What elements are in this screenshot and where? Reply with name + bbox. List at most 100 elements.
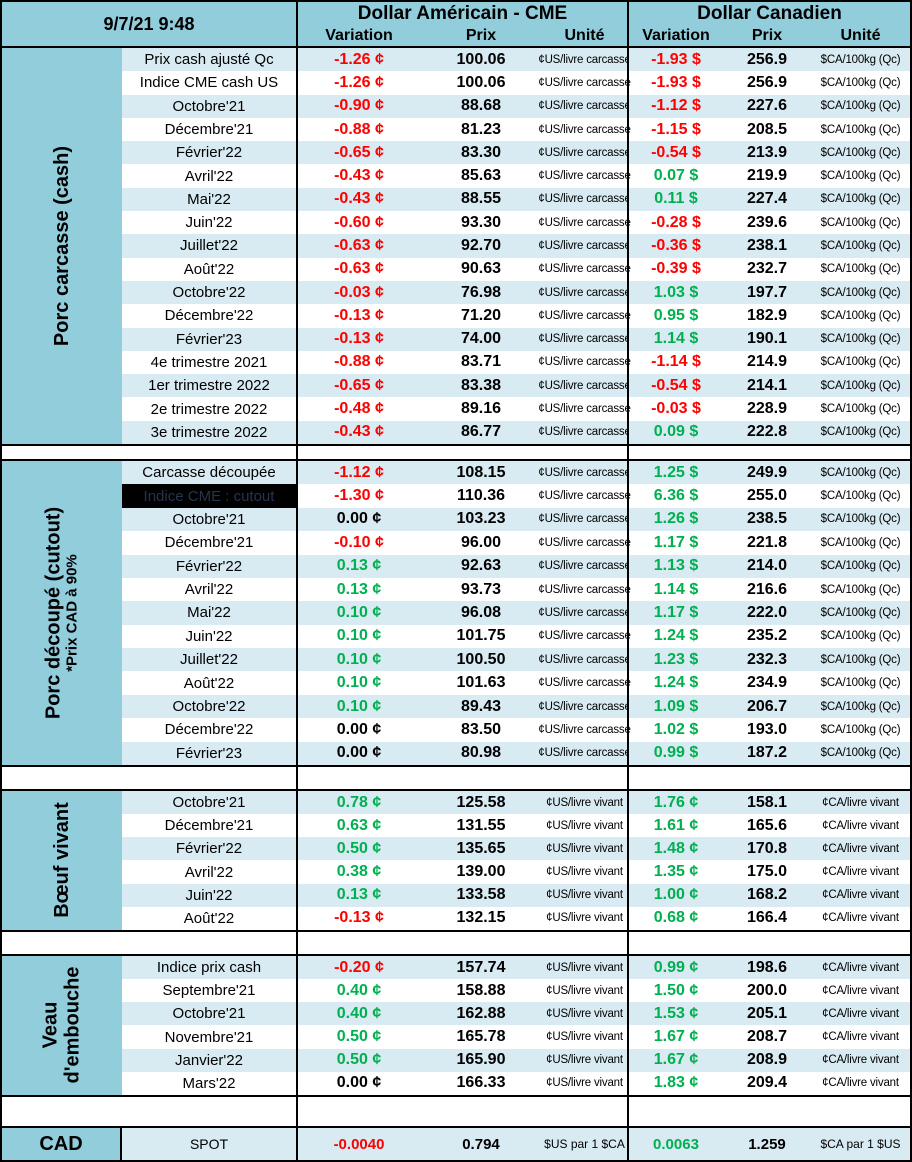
row-label: Novembre'21 [164,1028,254,1046]
variation-ca-cell: 0.07 $ [627,164,723,188]
unit-us-cell: ¢US/livre carcasse [538,280,631,305]
price-us-cell: 125.58 [420,791,542,815]
price-us-cell: 101.63 [456,674,506,692]
spot-price-us-cell: 0.794 [420,1128,542,1160]
ca-unite-header: Unité [840,27,881,44]
unit-us-cell: ¢US/livre carcasse [538,76,631,89]
unit-us-cell: ¢US/livre carcasse [538,601,631,625]
section-gap [2,767,910,789]
row-label: Carcasse découpée [122,461,296,485]
price-us-cell: 100.50 [420,648,542,672]
gap-segment [296,1097,627,1126]
variation-us-cell: -0.03 ¢ [296,280,420,305]
price-us-cell: 158.88 [456,981,506,999]
unit-us-cell: ¢US/livre carcasse [538,554,631,578]
price-us-cell: 96.00 [460,533,502,551]
unit-ca-cell: $CA/100kg (Qc) [811,648,910,672]
variation-ca-cell: 6.36 $ [627,484,723,508]
section-title-text: Bœuf vivant [50,802,73,919]
spot-row-label: SPOT [122,1128,296,1160]
unit-ca-cell: ¢CA/livre vivant [811,883,910,907]
variation-us-cell: 0.50 ¢ [296,837,420,861]
gap-segment [296,446,627,459]
unit-ca-cell: $CA/100kg (Qc) [811,461,910,485]
unit-ca-cell: $CA/100kg (Qc) [820,723,901,736]
section-subtitle-text: *Prix CAD à 90% [63,554,81,672]
table-header: 9/7/21 9:48 Dollar Américain - CME Dolla… [2,2,910,46]
variation-us-cell: 0.50 ¢ [296,1025,420,1049]
variation-us-cell: -0.20 ¢ [296,956,420,980]
price-us-cell: 101.75 [456,627,506,645]
row-label: Octobre'21 [122,1002,296,1026]
price-ca-cell: 222.8 [723,420,811,444]
price-us-cell: 90.63 [460,260,502,278]
variation-us-cell: -0.63 ¢ [296,257,420,281]
row-label: Mai'22 [122,187,296,212]
gap-segment [296,767,627,789]
unit-us-cell: ¢US/livre carcasse [538,648,631,672]
row-label: Janvier'22 [122,1048,296,1072]
variation-ca-cell: 1.67 ¢ [627,1025,723,1049]
price-ca-cell: 222.0 [723,601,811,625]
variation-us-cell: 0.00 ¢ [296,507,420,532]
variation-ca-cell: -1.93 $ [627,71,723,95]
unit-ca-cell: ¢CA/livre vivant [822,866,899,879]
price-ca-cell: 256.9 [723,48,811,72]
unit-us-cell: ¢US/livre vivant [542,837,627,861]
unit-us-cell: ¢US/livre carcasse [538,420,631,444]
unit-ca-cell: $CA/100kg (Qc) [811,694,910,719]
row-label: 4e trimestre 2021 [150,353,268,371]
price-us-cell: 92.63 [420,554,542,578]
variation-ca-cell: -0.39 $ [627,257,723,281]
price-ca-cell: 166.4 [746,909,788,927]
variation-ca-cell: 0.95 $ [627,304,723,328]
price-us-cell: 110.36 [456,487,506,505]
section-porc-decoupe-cutout: Porc découpé (cutout) *Prix CAD à 90% Carc… [2,459,910,767]
price-ca-cell: 197.7 [723,280,811,305]
variation-us-cell: -0.13 ¢ [296,906,420,930]
unit-ca-cell: ¢CA/livre vivant [811,837,910,861]
ca-prix-header: Prix [751,27,783,44]
us-unite-header: Unité [564,27,605,44]
row-label: Décembre'21 [164,534,254,552]
variation-ca-cell: 1.35 ¢ [627,860,723,884]
row-label: 1er trimestre 2022 [122,374,296,398]
unit-ca-cell: $CA/100kg (Qc) [820,677,901,690]
ca-variation-header: Variation [627,26,723,46]
row-label: Décembre'22 [164,721,254,739]
variation-ca-cell: 1.83 ¢ [627,1071,723,1095]
variation-us-cell: -0.48 ¢ [296,397,420,421]
price-ca-cell: 206.7 [723,694,811,719]
gap-segment [2,932,296,954]
variation-us-cell: 0.00 ¢ [296,1071,420,1095]
price-us-cell: 135.65 [420,837,542,861]
price-ca-cell: 165.6 [746,816,788,834]
unit-us-cell: ¢US/livre vivant [546,912,623,925]
price-us-cell: 133.58 [420,883,542,907]
row-label: Février'22 [122,837,296,861]
price-ca-cell: 216.6 [746,580,788,598]
section-gap [2,446,910,459]
unit-ca-cell: $CA/100kg (Qc) [820,630,901,643]
price-us-cell: 162.88 [420,1002,542,1026]
row-label: Décembre'22 [164,307,254,325]
spot-unit-ca-cell: $CA par 1 $US [811,1128,910,1160]
variation-ca-cell: 1.13 $ [627,554,723,578]
price-ca-cell: 193.0 [746,720,788,738]
price-ca-cell: 239.6 [746,213,788,231]
price-ca-cell: 158.1 [723,791,811,815]
price-us-cell: 86.77 [420,420,542,444]
variation-ca-cell: 1.09 $ [627,694,723,719]
price-ca-cell: 205.1 [723,1002,811,1026]
unit-ca-cell: ¢CA/livre vivant [811,956,910,980]
variation-us-cell: 0.00 ¢ [296,741,420,765]
row-label: Février'23 [122,327,296,351]
variation-ca-cell: -1.14 $ [627,350,723,375]
unit-ca-cell: ¢CA/livre vivant [811,791,910,815]
price-us-cell: 93.30 [460,213,502,231]
price-us-cell: 80.98 [420,741,542,765]
gap-segment [2,767,296,789]
price-us-cell: 165.90 [420,1048,542,1072]
unit-us-cell: ¢US/livre carcasse [538,187,631,212]
